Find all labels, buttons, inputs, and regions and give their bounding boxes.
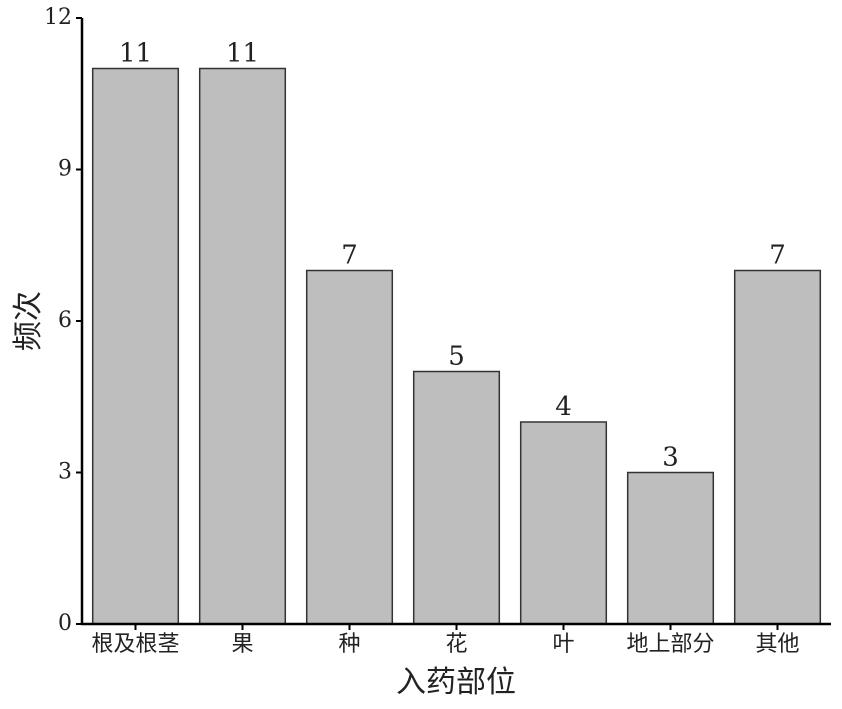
data-label: 7	[769, 241, 786, 271]
data-label: 3	[662, 443, 679, 473]
x-axis-title: 入药部位	[396, 665, 516, 700]
data-label: 4	[555, 392, 572, 422]
bar	[733, 269, 822, 625]
bar	[519, 421, 608, 625]
bar	[412, 370, 501, 625]
bar	[305, 269, 394, 625]
x-tick-label: 果	[231, 632, 253, 657]
data-label: 11	[226, 39, 259, 69]
x-tick-label: 种	[338, 632, 360, 657]
bar	[91, 67, 180, 625]
y-tick-label: 6	[58, 308, 72, 333]
bar	[198, 67, 287, 625]
x-tick-label: 其他	[755, 632, 799, 657]
x-tick-label: 地上部分	[626, 632, 714, 657]
x-tick-label: 花	[445, 632, 467, 657]
y-tick-label: 0	[58, 611, 72, 636]
bar	[626, 471, 715, 625]
y-tick-label: 12	[44, 5, 72, 30]
data-label: 7	[341, 241, 358, 271]
x-tick-label: 根及根茎	[91, 632, 179, 657]
x-tick-label: 叶	[552, 632, 574, 657]
y-tick-label: 3	[58, 460, 72, 485]
y-tick-label: 9	[58, 157, 72, 182]
y-axis-title: 频次	[11, 291, 46, 351]
data-label: 5	[448, 342, 465, 372]
data-label: 11	[119, 39, 152, 69]
